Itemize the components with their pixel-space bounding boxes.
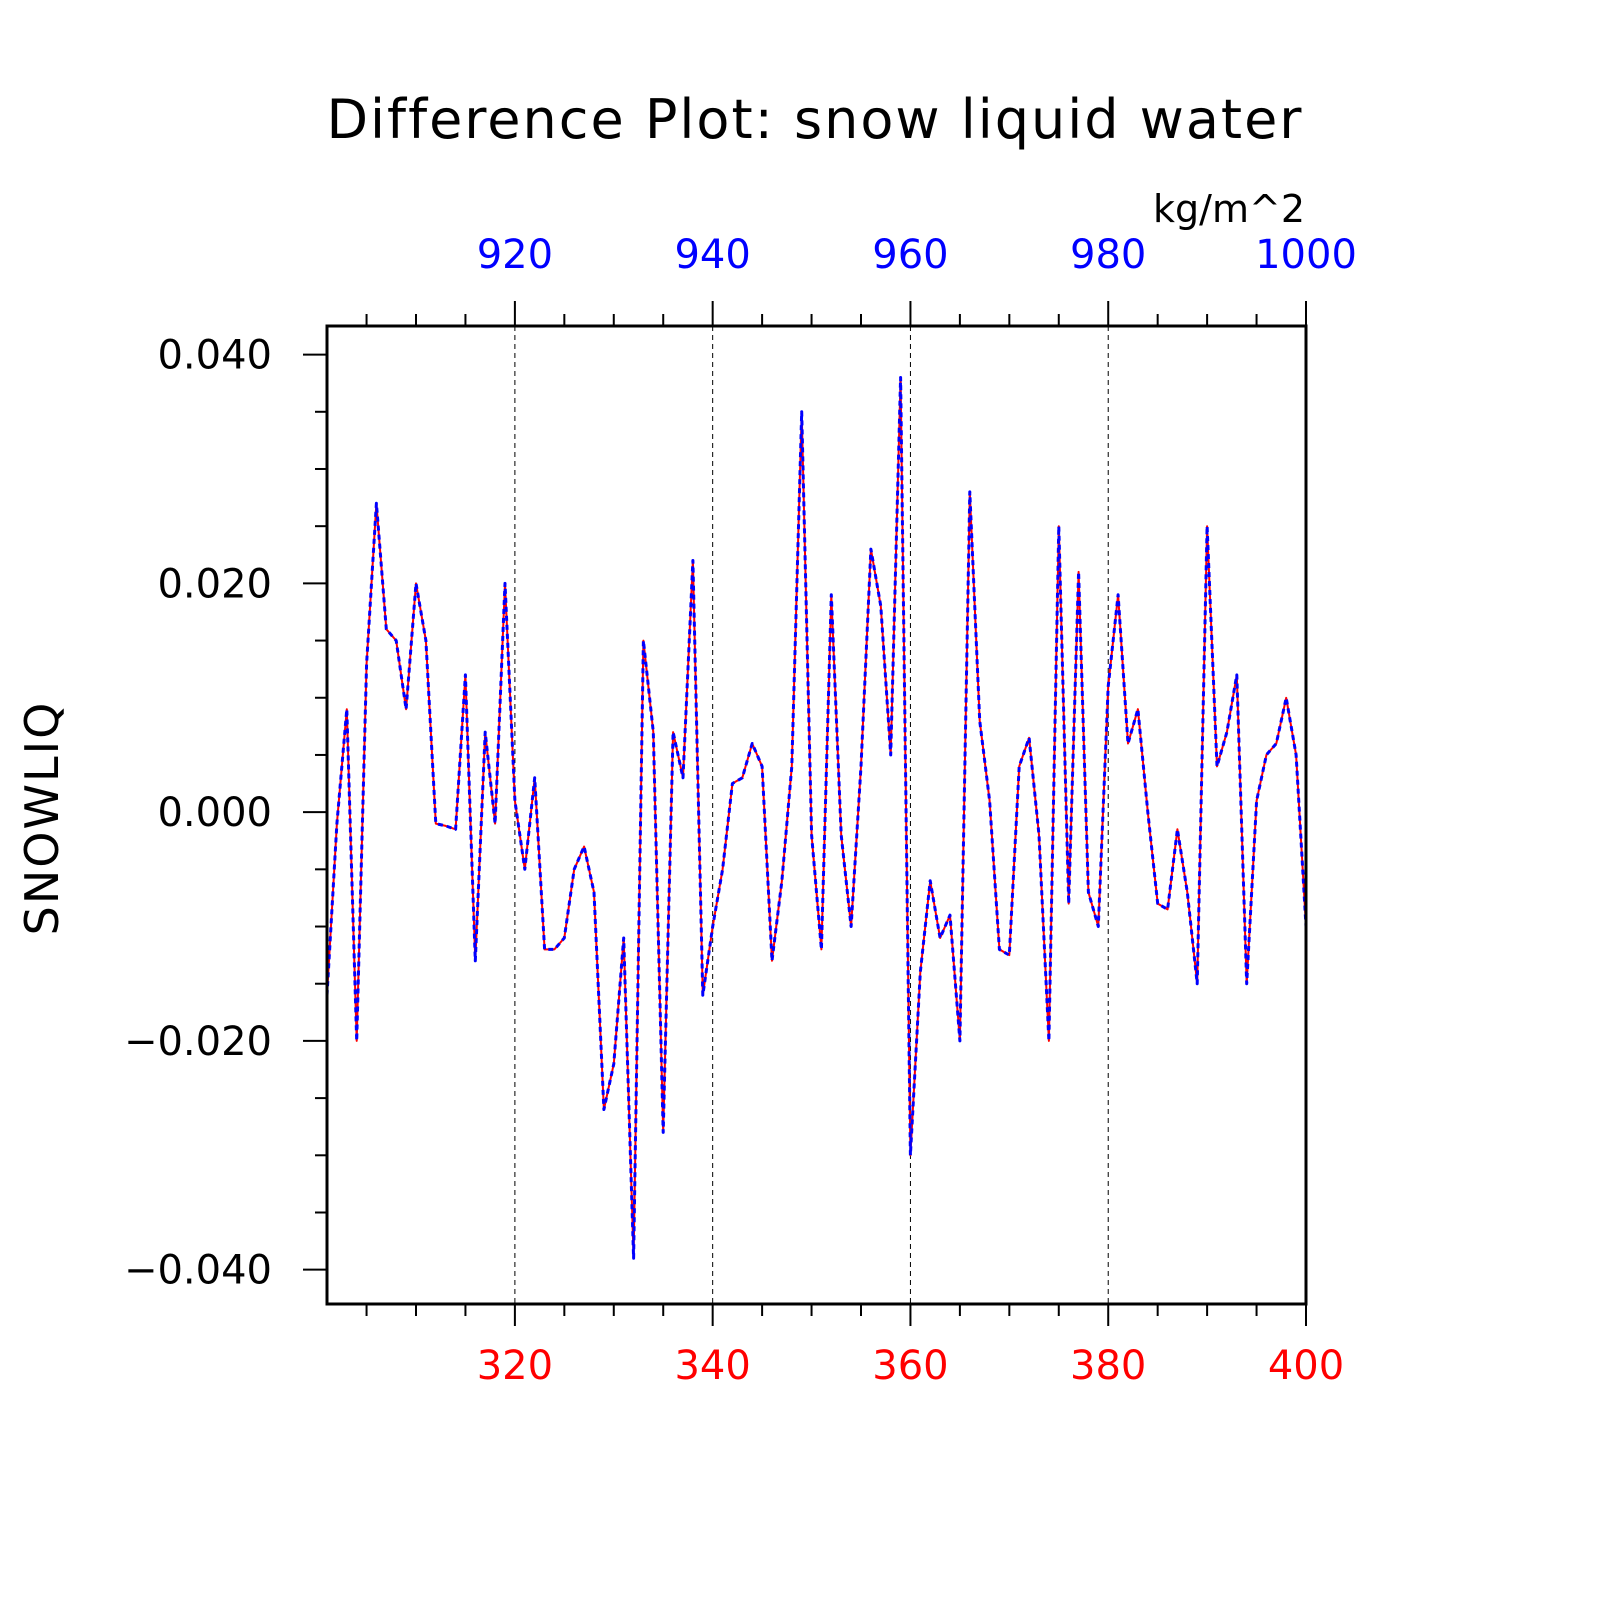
series-lines [325, 376, 1308, 1260]
series-line-blue-dashed [325, 376, 1308, 1260]
top-tick-label: 920 [477, 232, 553, 278]
y-tick-label: 0.040 [157, 333, 272, 379]
units-label: kg/m^2 [1153, 187, 1305, 231]
bottom-tick-label: 340 [674, 1343, 750, 1389]
y-axis-label: SNOWLIQ [15, 701, 69, 936]
series-line-red-solid [326, 376, 1307, 1260]
y-tick-label: 0.020 [157, 561, 272, 607]
y-tick-label: −0.040 [124, 1248, 272, 1294]
bottom-tick-label: 380 [1070, 1343, 1146, 1389]
top-tick-label: 940 [674, 232, 750, 278]
plot-frame [325, 324, 1308, 1306]
bottom-tick-label: 320 [477, 1343, 553, 1389]
y-tick-label: −0.020 [124, 1019, 272, 1065]
tick-labels: 320 340 360 380 400 920 940 960 980 1000 0.040 0.02… [124, 232, 1357, 1389]
top-tick-label: 960 [872, 232, 948, 278]
grid-lines [514, 326, 1109, 1304]
bottom-tick-label: 360 [872, 1343, 948, 1389]
chart-title: Difference Plot: snow liquid water [326, 88, 1303, 151]
y-tick-label: 0.000 [157, 790, 272, 836]
top-tick-label: 980 [1070, 232, 1146, 278]
bottom-tick-label: 400 [1268, 1343, 1344, 1389]
top-tick-label: 1000 [1255, 232, 1357, 278]
axis-ticks [303, 301, 1307, 1326]
